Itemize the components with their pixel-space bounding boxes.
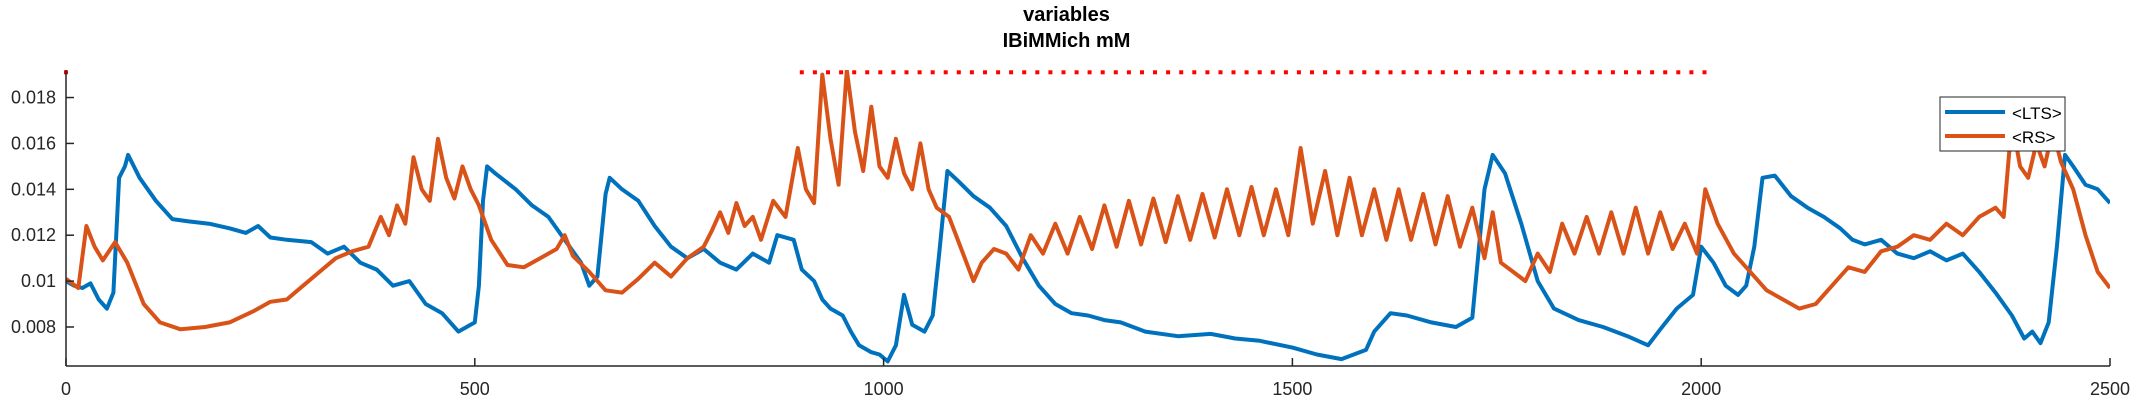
y-tick-label: 0.014 bbox=[11, 179, 56, 199]
stimulus-marker bbox=[1126, 70, 1131, 75]
legend-box bbox=[1939, 96, 2066, 152]
stimulus-marker bbox=[1192, 70, 1197, 75]
stimulus-marker bbox=[1650, 70, 1655, 75]
stimulus-marker bbox=[1453, 70, 1458, 75]
stimulus-marker bbox=[1702, 70, 1707, 75]
stimulus-marker bbox=[1048, 70, 1053, 75]
stimulus-marker bbox=[865, 70, 870, 75]
series-layer bbox=[66, 70, 2110, 364]
stimulus-marker bbox=[996, 70, 1001, 75]
stimulus-marker bbox=[852, 70, 857, 75]
stimulus-marker bbox=[839, 70, 844, 75]
stimulus-marker bbox=[1140, 70, 1144, 75]
stimulus-marker bbox=[1296, 70, 1301, 75]
stimulus-marker bbox=[1440, 70, 1445, 75]
stimulus-marker bbox=[1375, 70, 1380, 75]
stimulus-marker bbox=[1506, 70, 1511, 75]
stimulus-marker bbox=[1519, 70, 1524, 75]
stimulus-marker bbox=[1388, 70, 1393, 75]
stimulus-marker bbox=[878, 70, 883, 75]
chart-title-line-2: IBiMMich mM bbox=[1002, 30, 1131, 52]
stimulus-marker bbox=[1179, 70, 1184, 75]
stimulus-marker bbox=[904, 70, 909, 75]
chart-title-line-1: variables bbox=[1023, 4, 1110, 26]
stimulus-marker bbox=[1414, 70, 1419, 75]
stimulus-marker bbox=[826, 70, 830, 75]
x-ticks: 0 500 1000 1500 2000 2500 bbox=[61, 358, 2130, 399]
stimulus-marker bbox=[1558, 70, 1563, 75]
stimulus-marker bbox=[956, 70, 961, 75]
stimulus-marker bbox=[1467, 70, 1471, 75]
stimulus-marker bbox=[812, 70, 817, 75]
stimulus-marker bbox=[1283, 70, 1288, 75]
stimulus-marker bbox=[1257, 70, 1262, 75]
stimulus-marker bbox=[1532, 70, 1537, 75]
stimulus-marker bbox=[1087, 70, 1092, 75]
stimulus-marker bbox=[1231, 70, 1236, 75]
stimulus-marker bbox=[1113, 70, 1118, 75]
stimulus-marker bbox=[1166, 70, 1171, 75]
stimulus-marker bbox=[1336, 70, 1341, 75]
stimulus-marker bbox=[1597, 70, 1602, 75]
x-tick-label: 1000 bbox=[864, 379, 904, 399]
stimulus-marker bbox=[1401, 70, 1406, 75]
stimulus-marker bbox=[1571, 70, 1576, 75]
legend-label-lts: <LTS> bbox=[2012, 104, 2062, 123]
axes bbox=[65, 70, 2110, 367]
stimulus-marker bbox=[1100, 70, 1105, 75]
stimulus-marker bbox=[1362, 70, 1367, 75]
stimulus-marker bbox=[1323, 70, 1328, 75]
stimulus-marker bbox=[1244, 70, 1249, 75]
stimulus-marker bbox=[917, 70, 922, 75]
y-tick-label: 0.01 bbox=[21, 271, 56, 291]
stimulus-marker bbox=[1584, 70, 1589, 75]
stimulus-marker bbox=[1035, 70, 1040, 75]
stimulus-marker bbox=[891, 70, 896, 75]
y-tick-label: 0.018 bbox=[11, 88, 56, 108]
stimulus-marker bbox=[1218, 70, 1223, 75]
stimulus-marker bbox=[1637, 70, 1642, 75]
stimulus-marker bbox=[1022, 70, 1027, 75]
stimulus-marker bbox=[799, 70, 804, 75]
stimulus-marker bbox=[1480, 70, 1485, 75]
x-tick-label: 500 bbox=[460, 379, 490, 399]
x-tick-label: 2000 bbox=[1681, 379, 1721, 399]
stimulus-marker bbox=[1270, 70, 1275, 75]
stimulus-marker bbox=[1493, 70, 1498, 75]
x-tick-label: 0 bbox=[61, 379, 71, 399]
stimulus-marker bbox=[1427, 70, 1432, 75]
stimulus-marker bbox=[1624, 70, 1628, 75]
stimulus-marker bbox=[930, 70, 935, 75]
stimulus-marker bbox=[1009, 70, 1014, 75]
legend: <LTS> <RS> bbox=[1939, 96, 2066, 152]
x-tick-label: 1500 bbox=[1272, 379, 1312, 399]
series-line-rs bbox=[66, 70, 2110, 332]
y-tick-label: 0.012 bbox=[11, 225, 56, 245]
stimulus-marker bbox=[983, 70, 987, 75]
series-line-lts bbox=[66, 152, 2110, 364]
stimulus-marker bbox=[1689, 70, 1694, 75]
x-tick-label: 2500 bbox=[2090, 379, 2130, 399]
stimulus-marker bbox=[1061, 70, 1066, 75]
stimulus-marker bbox=[1663, 70, 1668, 75]
stimulus-marker bbox=[1676, 70, 1681, 75]
stimulus-marker bbox=[1153, 70, 1157, 75]
stimulus-marker bbox=[1205, 70, 1210, 75]
stimulus-marker bbox=[943, 70, 948, 75]
stimulus-markers bbox=[64, 70, 1707, 75]
stimulus-marker bbox=[1545, 70, 1550, 75]
stimulus-marker bbox=[1610, 70, 1615, 75]
stimulus-marker bbox=[1310, 70, 1314, 75]
legend-label-rs: <RS> bbox=[2012, 128, 2056, 147]
y-ticks: 0.008 0.01 0.012 0.014 0.016 0.018 bbox=[11, 88, 74, 337]
y-tick-label: 0.016 bbox=[11, 133, 56, 153]
stimulus-marker bbox=[1349, 70, 1354, 75]
stimulus-marker bbox=[969, 70, 974, 75]
stimulus-marker bbox=[1074, 70, 1079, 75]
y-tick-label: 0.008 bbox=[11, 317, 56, 337]
